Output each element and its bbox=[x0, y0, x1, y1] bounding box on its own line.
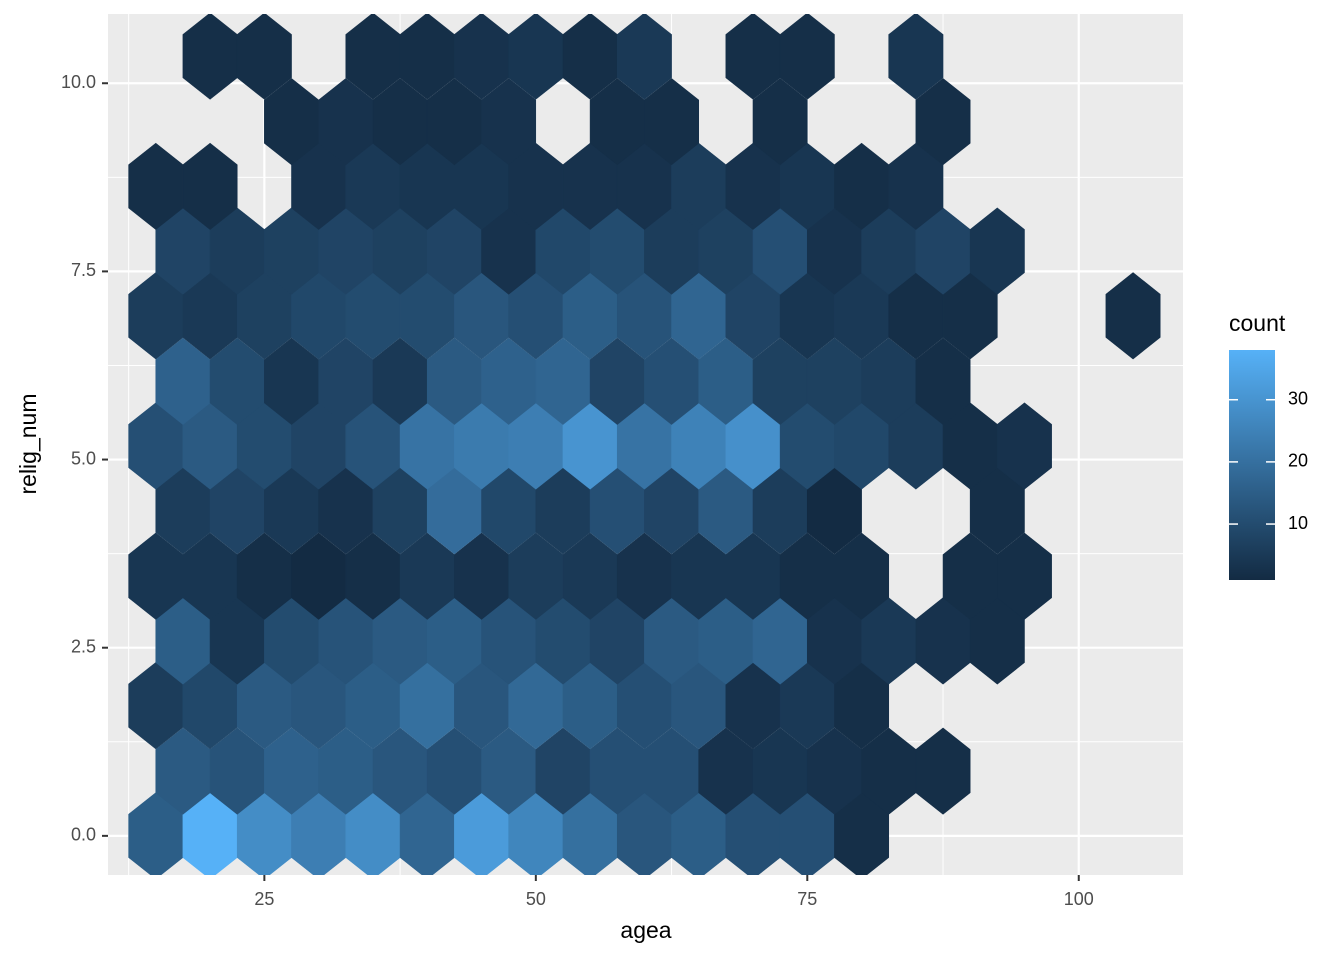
hexes bbox=[128, 14, 1161, 875]
hex-bin bbox=[1105, 272, 1161, 360]
x-tick-label: 100 bbox=[1064, 889, 1094, 909]
legend: 10 20 30 bbox=[1229, 388, 1308, 533]
y-axis-title: relig_num bbox=[15, 394, 41, 495]
hex-bin bbox=[915, 337, 971, 425]
x-tick-label: 25 bbox=[254, 889, 274, 909]
hex-bin bbox=[236, 14, 292, 100]
hex-bin bbox=[752, 78, 808, 166]
y-tick-label: 10.0 bbox=[61, 72, 96, 92]
hex-bin bbox=[834, 532, 890, 620]
colorbar-label: 20 bbox=[1288, 451, 1308, 471]
y-tick-label: 2.5 bbox=[71, 636, 96, 656]
hex-bin bbox=[182, 142, 238, 230]
hex-bin bbox=[969, 207, 1025, 295]
x-tick-label: 50 bbox=[526, 889, 546, 909]
colorbar-label: 30 bbox=[1288, 388, 1308, 408]
y-tick-label: 7.5 bbox=[71, 260, 96, 280]
colorbar-label: 10 bbox=[1288, 513, 1308, 533]
hex-bin bbox=[915, 727, 971, 815]
hex-bin bbox=[644, 78, 700, 166]
x-axis-title: agea bbox=[620, 917, 671, 943]
hex-bin bbox=[616, 14, 672, 100]
colorbar bbox=[1229, 350, 1275, 580]
hex-bin bbox=[997, 532, 1052, 620]
y-tick-label: 5.0 bbox=[71, 448, 96, 468]
hex-bin bbox=[481, 78, 537, 166]
hex-bin bbox=[997, 402, 1052, 490]
x-tick-label: 75 bbox=[797, 889, 817, 909]
hex-bin bbox=[888, 14, 944, 100]
hex-bin bbox=[915, 78, 971, 166]
hex-bin bbox=[779, 14, 835, 100]
axes: 25 50 75 100 0.0 2.5 5.0 7.5 10.0 bbox=[61, 72, 1094, 909]
y-tick-label: 0.0 bbox=[71, 825, 96, 845]
legend-title: count bbox=[1229, 310, 1286, 336]
